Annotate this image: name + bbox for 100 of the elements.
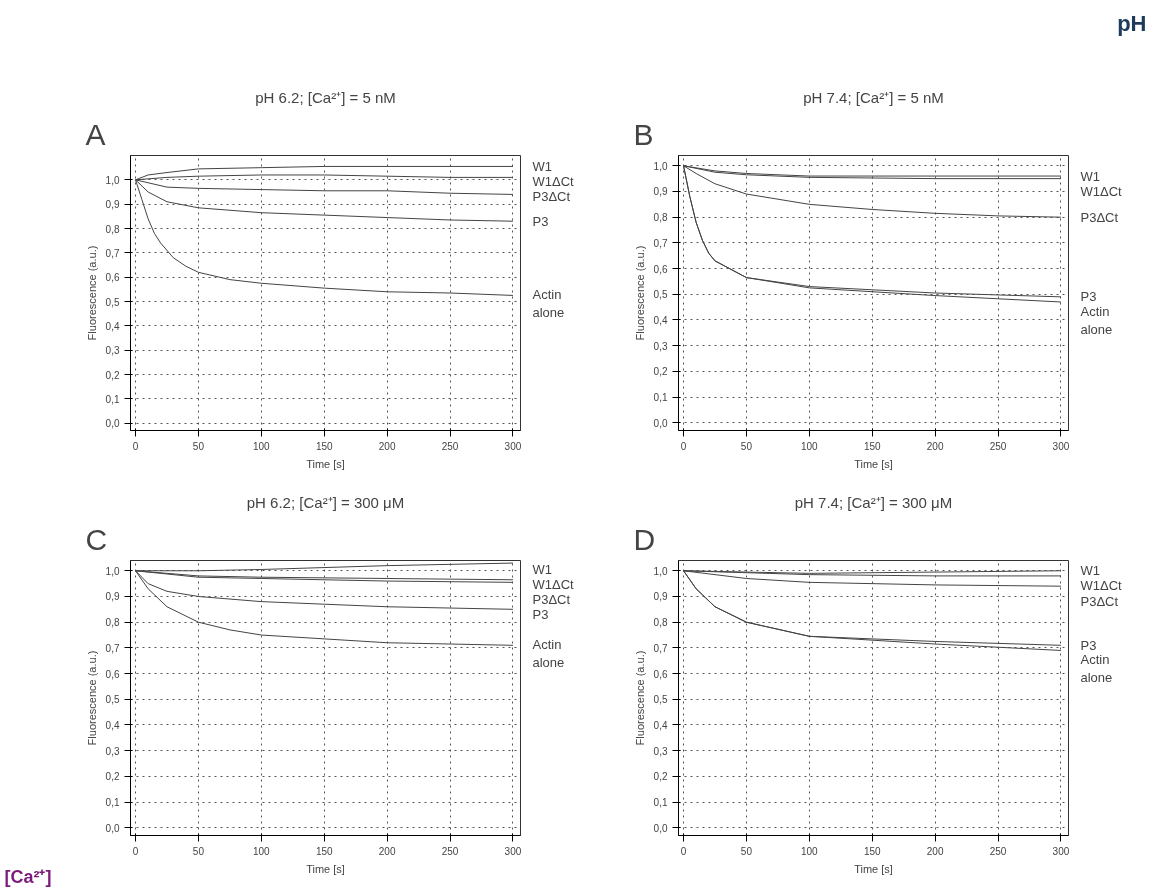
y-axis-title: Fluorescence (a.u.) <box>85 245 98 341</box>
y-tick-label: 0,9 <box>653 591 668 603</box>
y-tick-label: 0,4 <box>653 314 668 326</box>
y-tick-label: 0,5 <box>653 289 668 301</box>
x-tick-label: 300 <box>1052 440 1070 452</box>
y-tick-label: 0,1 <box>653 392 668 404</box>
series-label: Actin alone <box>532 637 565 671</box>
x-axis-title: Time [s] <box>306 457 345 470</box>
text: B <box>633 117 654 151</box>
y-tick-label: 1,0 <box>105 174 120 186</box>
y-tick-label: 0,7 <box>105 642 120 654</box>
x-tick-label: 200 <box>926 440 944 452</box>
series-label: W1 <box>1080 563 1100 579</box>
y-tick-label: 0,4 <box>105 320 120 332</box>
x-tick-label: 300 <box>1052 845 1070 857</box>
x-tick-label: 250 <box>441 440 459 452</box>
x-tick-label: 100 <box>801 845 819 857</box>
x-tick-label: 250 <box>989 845 1007 857</box>
y-tick-label: 0,5 <box>653 694 668 706</box>
y-tick-label: 0,3 <box>653 745 668 757</box>
chart-title: pH 6.2; [Ca²⁺] = 300 μM <box>246 493 405 511</box>
series-label: W1 <box>532 158 552 174</box>
series-label: W1ΔCt <box>532 577 575 593</box>
y-axis-title: Fluorescence (a.u.) <box>633 245 646 341</box>
y-tick-label: 1,0 <box>653 160 668 172</box>
y-tick-label: 0,5 <box>105 694 120 706</box>
y-tick-label: 0,4 <box>653 719 668 731</box>
x-tick-label: 100 <box>801 440 819 452</box>
x-tick-label: 150 <box>863 845 882 857</box>
y-tick-label: 0,8 <box>653 212 668 224</box>
series-label: W1ΔCt <box>1080 578 1123 594</box>
x-tick-label: 300 <box>504 440 522 452</box>
y-tick-label: 0,3 <box>653 340 668 352</box>
y-tick-label: 0,6 <box>653 263 668 275</box>
y-tick-label: 0,1 <box>105 393 120 405</box>
series-label: W1ΔCt <box>1080 183 1123 199</box>
y-tick-label: 0,1 <box>653 797 668 809</box>
y-tick-label: 0,0 <box>105 418 120 430</box>
series-label: P3ΔCt <box>532 189 571 205</box>
chart-title: pH 7.4; [Ca²⁺] = 5 nM <box>803 88 944 106</box>
x-axis-title: Time [s] <box>854 862 893 875</box>
y-tick-label: 0,3 <box>105 345 120 357</box>
y-tick-label: 0,7 <box>653 237 668 249</box>
text: A <box>85 117 106 151</box>
series-label: P3ΔCt <box>1080 209 1119 225</box>
x-tick-label: 50 <box>740 440 753 452</box>
chart-title: pH 6.2; [Ca²⁺] = 5 nM <box>255 88 396 106</box>
y-axis-title: Fluorescence (a.u.) <box>85 650 98 746</box>
x-tick-label: 300 <box>504 845 522 857</box>
series-label: W1ΔCt <box>532 174 575 190</box>
series-label: P3 <box>1080 289 1097 305</box>
y-tick-label: 0,9 <box>653 186 668 198</box>
series-label: P3 <box>532 213 549 229</box>
series-label: P3ΔCt <box>532 592 571 608</box>
y-tick-label: 0,3 <box>105 745 120 757</box>
series-label: W1 <box>1080 168 1100 184</box>
x-tick-label: 250 <box>441 845 459 857</box>
y-tick-label: 0,7 <box>105 247 120 259</box>
y-tick-label: 0,8 <box>653 617 668 629</box>
y-tick-label: 1,0 <box>105 565 120 577</box>
x-tick-label: 0 <box>132 845 139 857</box>
y-tick-label: 0,9 <box>105 199 120 211</box>
y-tick-label: 0,0 <box>653 822 668 834</box>
y-tick-label: 0,2 <box>105 369 120 381</box>
y-tick-label: 0,9 <box>105 591 120 603</box>
y-tick-label: 0,4 <box>105 719 120 731</box>
x-tick-label: 100 <box>253 440 271 452</box>
series-label: Actin alone <box>1080 303 1113 337</box>
x-tick-label: 100 <box>253 845 271 857</box>
y-tick-label: 0,6 <box>105 272 120 284</box>
x-tick-label: 250 <box>989 440 1007 452</box>
series-label: P3ΔCt <box>1080 593 1119 609</box>
x-tick-label: 0 <box>680 845 687 857</box>
y-tick-label: 0,6 <box>653 668 668 680</box>
y-tick-label: 0,7 <box>653 642 668 654</box>
x-tick-label: 150 <box>315 440 334 452</box>
y-tick-label: 0,6 <box>105 668 120 680</box>
x-axis-title: Time [s] <box>854 457 893 470</box>
y-tick-label: 0,8 <box>105 223 120 235</box>
y-tick-label: 0,5 <box>105 296 120 308</box>
x-tick-label: 50 <box>192 440 205 452</box>
text: D <box>633 522 656 556</box>
y-tick-label: 0,2 <box>653 771 668 783</box>
y-tick-label: 0,1 <box>105 797 120 809</box>
x-tick-label: 200 <box>378 440 396 452</box>
x-tick-label: 200 <box>926 845 944 857</box>
series-label: P3 <box>1080 637 1097 653</box>
x-tick-label: 200 <box>378 845 396 857</box>
y-tick-label: 0,0 <box>653 417 668 429</box>
x-axis-title: Time [s] <box>306 862 345 875</box>
y-tick-label: 0,8 <box>105 617 120 629</box>
y-tick-label: 0,2 <box>105 771 120 783</box>
x-tick-label: 0 <box>680 440 687 452</box>
series-label: P3 <box>532 607 549 623</box>
series-label: Actin alone <box>532 287 565 321</box>
x-tick-label: 150 <box>863 440 882 452</box>
y-axis-title: Fluorescence (a.u.) <box>633 650 646 746</box>
series-label: W1 <box>532 562 552 578</box>
y-tick-label: 0,0 <box>105 822 120 834</box>
text: pH <box>1117 10 1147 36</box>
